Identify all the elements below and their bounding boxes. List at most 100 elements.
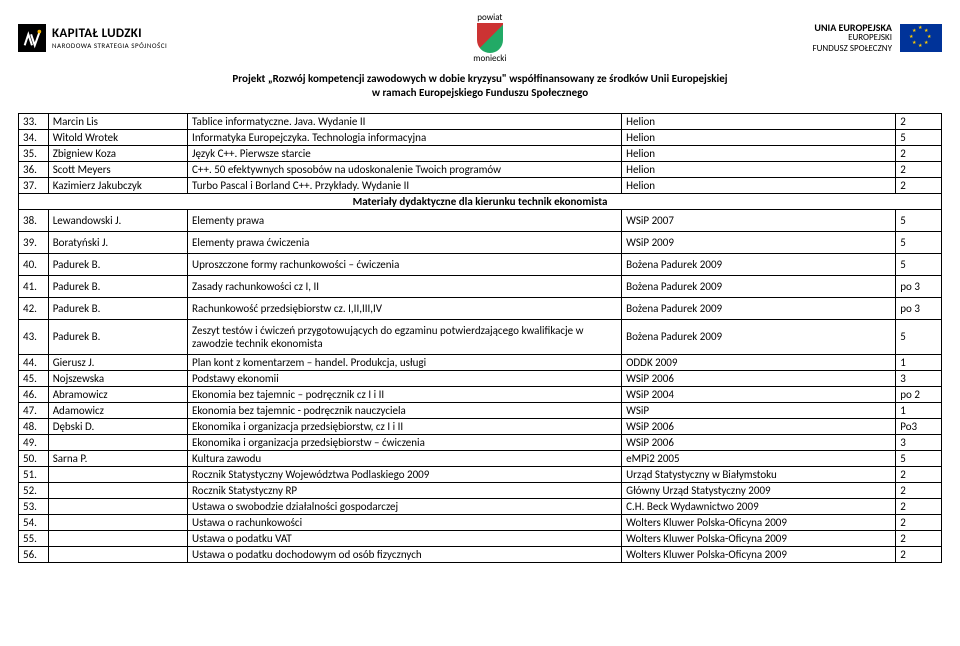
- row-number: 51.: [19, 466, 49, 482]
- row-publisher: Główny Urząd Statystyczny 2009: [622, 482, 896, 498]
- row-title: Ustawa o rachunkowości: [188, 514, 622, 530]
- row-qty: 5: [896, 319, 942, 354]
- row-number: 47.: [19, 402, 49, 418]
- row-qty: 3: [896, 434, 942, 450]
- row-author: Gierusz J.: [48, 354, 187, 370]
- row-title: Ustawa o swobodzie działalności gospodar…: [188, 498, 622, 514]
- row-publisher: WSiP 2006: [622, 418, 896, 434]
- row-author: Dębski D.: [48, 418, 187, 434]
- table-row: 43.Padurek B.Zeszyt testów i ćwiczeń prz…: [19, 319, 942, 354]
- row-publisher: eMPi2 2005: [622, 450, 896, 466]
- row-title: Ekonomika i organizacja przedsiębiorstw,…: [188, 418, 622, 434]
- powiat-label-bottom: moniecki: [473, 53, 506, 64]
- table-row: 45.NojszewskaPodstawy ekonomiiWSiP 20063: [19, 370, 942, 386]
- table-row: 48.Dębski D.Ekonomika i organizacja prze…: [19, 418, 942, 434]
- row-author: Padurek B.: [48, 319, 187, 354]
- row-publisher: Helion: [622, 145, 896, 161]
- row-title: Zasady rachunkowości cz I, II: [188, 275, 622, 297]
- row-publisher: Helion: [622, 113, 896, 129]
- table-row: 53. Ustawa o swobodzie działalności gospo…: [19, 498, 942, 514]
- row-publisher: Urząd Statystyczny w Białymstoku: [622, 466, 896, 482]
- row-number: 53.: [19, 498, 49, 514]
- row-publisher: ODDK 2009: [622, 354, 896, 370]
- row-publisher: C.H. Beck Wydawnictwo 2009: [622, 498, 896, 514]
- powiat-shield-icon: [477, 23, 503, 53]
- row-author: [48, 434, 187, 450]
- table-row: 41.Padurek B.Zasady rachunkowości cz I, …: [19, 275, 942, 297]
- row-title: Elementy prawa ćwiczenia: [188, 231, 622, 253]
- row-title: Rocznik Statystyczny RP: [188, 482, 622, 498]
- section-header-row: Materiały dydaktyczne dla kierunku techn…: [19, 193, 942, 209]
- table-row: 36.Scott MeyersC++. 50 efektywnych sposo…: [19, 161, 942, 177]
- row-qty: po 2: [896, 386, 942, 402]
- row-publisher: WSiP 2006: [622, 370, 896, 386]
- logo-kapital-ludzki: KAPITAŁ LUDZKI NARODOWA STRATEGIA SPÓJNO…: [18, 24, 167, 52]
- row-qty: 1: [896, 354, 942, 370]
- row-author: [48, 530, 187, 546]
- eu-flag-icon: ★★ ★★ ★★ ★★: [900, 24, 942, 52]
- row-number: 38.: [19, 209, 49, 231]
- row-author: [48, 482, 187, 498]
- table-row: 46.AbramowiczEkonomia bez tajemnic – pod…: [19, 386, 942, 402]
- row-number: 54.: [19, 514, 49, 530]
- row-publisher: Bożena Padurek 2009: [622, 319, 896, 354]
- powiat-label-top: powiat: [477, 12, 502, 23]
- row-qty: 5: [896, 253, 942, 275]
- row-publisher: Bożena Padurek 2009: [622, 253, 896, 275]
- row-author: Zbigniew Koza: [48, 145, 187, 161]
- table-row: 39.Boratyński J.Elementy prawa ćwiczenia…: [19, 231, 942, 253]
- header-logos: KAPITAŁ LUDZKI NARODOWA STRATEGIA SPÓJNO…: [18, 12, 942, 64]
- table-row: 42.Padurek B.Rachunkowość przedsiębiorst…: [19, 297, 942, 319]
- row-title: Ustawa o podatku VAT: [188, 530, 622, 546]
- row-author: Nojszewska: [48, 370, 187, 386]
- row-qty: 2: [896, 466, 942, 482]
- row-qty: 5: [896, 209, 942, 231]
- row-publisher: Helion: [622, 129, 896, 145]
- table-row: 55.Ustawa o podatku VATWolters Kluwer Po…: [19, 530, 942, 546]
- row-author: Adamowicz: [48, 402, 187, 418]
- row-number: 48.: [19, 418, 49, 434]
- logo-eu: UNIA EUROPEJSKA EUROPEJSKI FUNDUSZ SPOŁE…: [812, 22, 942, 54]
- row-number: 46.: [19, 386, 49, 402]
- row-qty: po 3: [896, 297, 942, 319]
- row-publisher: Wolters Kluwer Polska-Oficyna 2009: [622, 514, 896, 530]
- row-author: Boratyński J.: [48, 231, 187, 253]
- row-number: 49.: [19, 434, 49, 450]
- row-publisher: WSiP 2004: [622, 386, 896, 402]
- row-author: Kazimierz Jakubczyk: [48, 177, 187, 193]
- row-qty: 2: [896, 113, 942, 129]
- row-author: Padurek B.: [48, 275, 187, 297]
- row-author: Lewandowski J.: [48, 209, 187, 231]
- row-qty: 2: [896, 514, 942, 530]
- row-title: Język C++. Pierwsze starcie: [188, 145, 622, 161]
- eu-line3: FUNDUSZ SPOŁECZNY: [812, 44, 892, 54]
- row-publisher: WSiP 2007: [622, 209, 896, 231]
- row-number: 42.: [19, 297, 49, 319]
- row-number: 33.: [19, 113, 49, 129]
- row-title: Informatyka Europejczyka. Technologia in…: [188, 129, 622, 145]
- row-number: 37.: [19, 177, 49, 193]
- row-number: 43.: [19, 319, 49, 354]
- row-author: Sarna P.: [48, 450, 187, 466]
- row-qty: Po3: [896, 418, 942, 434]
- row-title: Tablice informatyczne. Java. Wydanie II: [188, 113, 622, 129]
- table-row: 37.Kazimierz JakubczykTurbo Pascal i Bor…: [19, 177, 942, 193]
- row-title: Elementy prawa: [188, 209, 622, 231]
- section-header-cell: Materiały dydaktyczne dla kierunku techn…: [19, 193, 942, 209]
- row-number: 41.: [19, 275, 49, 297]
- row-qty: 5: [896, 129, 942, 145]
- row-author: Abramowicz: [48, 386, 187, 402]
- row-number: 39.: [19, 231, 49, 253]
- row-title: Turbo Pascal i Borland C++. Przykłady. W…: [188, 177, 622, 193]
- row-title: Ekonomia bez tajemnic - podręcznik naucz…: [188, 402, 622, 418]
- row-qty: 5: [896, 450, 942, 466]
- row-qty: 1: [896, 402, 942, 418]
- row-author: Witold Wrotek: [48, 129, 187, 145]
- table-row: 49.Ekonomika i organizacja przedsiębiors…: [19, 434, 942, 450]
- table-row: 34.Witold WrotekInformatyka Europejczyka…: [19, 129, 942, 145]
- row-qty: 5: [896, 231, 942, 253]
- row-title: Podstawy ekonomii: [188, 370, 622, 386]
- row-number: 50.: [19, 450, 49, 466]
- row-qty: 2: [896, 530, 942, 546]
- row-author: [48, 514, 187, 530]
